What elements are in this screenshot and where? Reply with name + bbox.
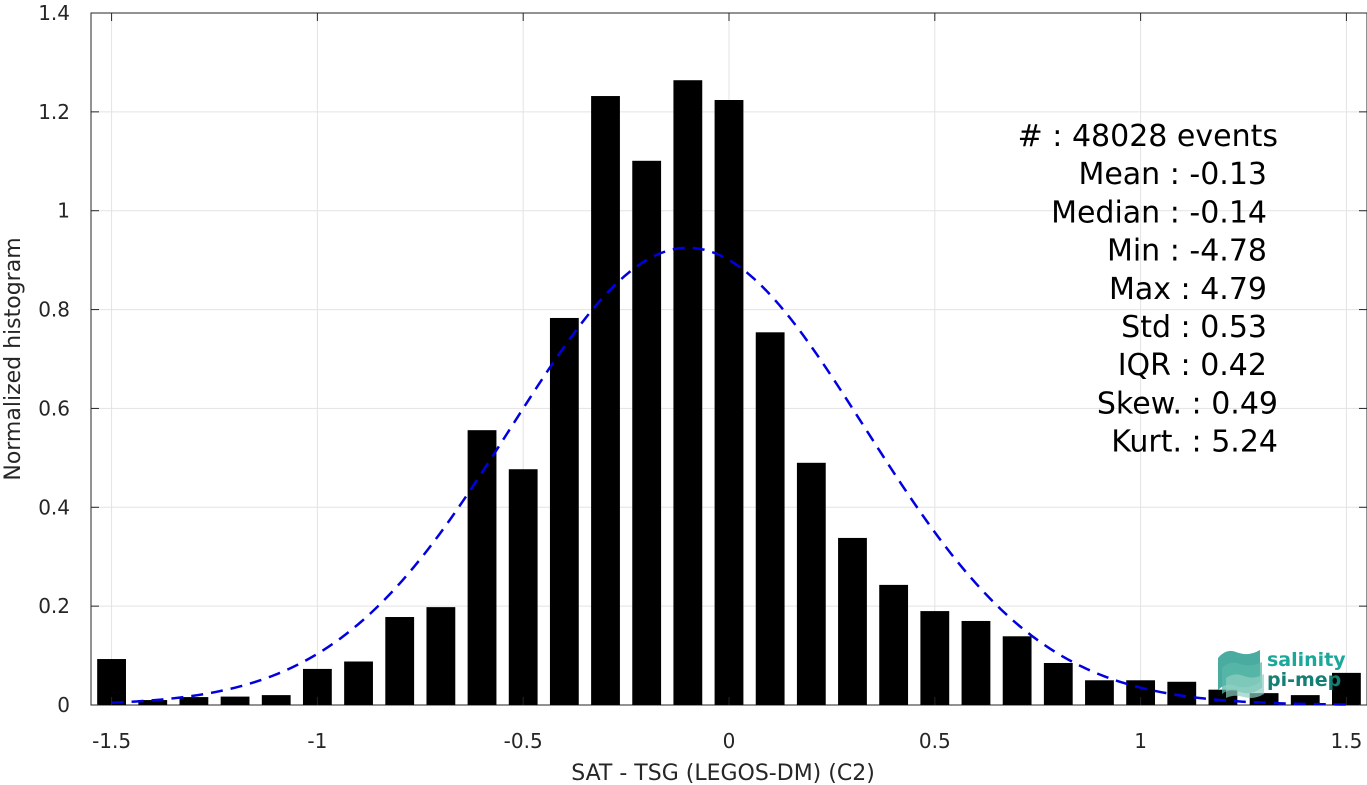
- histogram-bar: [508, 469, 538, 705]
- histogram-bar: [261, 695, 291, 705]
- stat-line: IQR : 0.42: [1118, 348, 1267, 383]
- x-tick-label: -0.5: [504, 729, 543, 753]
- stat-line: Max : 4.79: [1109, 272, 1267, 307]
- stat-line: Median : -0.14: [1051, 195, 1267, 230]
- histogram-bar: [755, 332, 785, 705]
- histogram-bar: [673, 80, 703, 706]
- x-tick-label: 0.5: [919, 729, 951, 753]
- histogram-bars: [97, 80, 1361, 706]
- y-tick-label: 0.2: [38, 594, 70, 618]
- histogram-bar: [426, 607, 456, 705]
- histogram-bar: [1043, 662, 1073, 705]
- histogram-bar: [838, 537, 867, 705]
- histogram-bar: [1002, 636, 1032, 705]
- logo-waves-icon: [1218, 650, 1264, 698]
- histogram-bar: [179, 697, 209, 705]
- histogram-bar: [632, 160, 662, 705]
- stat-line: Skew. : 0.49: [1097, 386, 1278, 421]
- histogram-bar: [714, 99, 744, 706]
- x-tick-label: -1: [307, 729, 327, 753]
- x-tick-label: 0: [723, 729, 736, 753]
- x-tick-label: 1.5: [1331, 729, 1363, 753]
- salinity-pimep-logo: salinity pi-mep: [1218, 649, 1346, 698]
- y-axis-ticks: 0 0.2 0.4 0.6 0.8 1 1.2 1.4: [38, 1, 1367, 717]
- y-tick-label: 0: [57, 693, 70, 717]
- stat-line: Std : 0.53: [1121, 310, 1267, 345]
- y-tick-label: 1: [57, 199, 70, 223]
- stat-line: Min : -4.78: [1107, 234, 1267, 269]
- histogram-bar: [549, 317, 579, 705]
- histogram-bar: [1249, 693, 1279, 705]
- histogram-bar: [1085, 680, 1114, 705]
- y-tick-label: 0.4: [38, 495, 70, 519]
- stat-line: Mean : -0.13: [1078, 157, 1267, 192]
- histogram-bar: [1167, 681, 1197, 705]
- histogram-bar: [591, 96, 620, 706]
- histogram-bar: [220, 696, 250, 705]
- histogram-bar: [138, 700, 168, 705]
- histogram-bar: [961, 620, 991, 705]
- logo-text-salinity: salinity: [1267, 649, 1346, 671]
- x-tick-label: -1.5: [92, 729, 131, 753]
- gaussian-fit-curve: [111, 246, 1347, 706]
- x-axis-label: SAT - TSG (LEGOS-DM) (C2): [571, 761, 875, 785]
- y-tick-label: 1.2: [38, 100, 70, 124]
- stat-line: Kurt. : 5.24: [1111, 425, 1278, 460]
- x-tick-label: 1: [1134, 729, 1147, 753]
- histogram-bar: [467, 430, 497, 705]
- histogram-bar: [385, 617, 415, 705]
- stat-line: # : 48028 events: [1018, 119, 1278, 154]
- logo-text-pimep: pi-mep: [1267, 669, 1341, 691]
- y-tick-label: 1.4: [38, 1, 70, 25]
- y-axis-label: Normalized histogram: [1, 237, 26, 480]
- histogram-bar: [1290, 695, 1320, 705]
- y-tick-label: 0.8: [38, 298, 70, 322]
- histogram-bar: [879, 584, 909, 705]
- histogram-bar: [344, 661, 373, 705]
- histogram-bar: [920, 611, 950, 705]
- x-axis-ticks: -1.5 -1 -0.5 0 0.5 1 1.5: [92, 13, 1362, 753]
- y-tick-label: 0.6: [38, 396, 70, 420]
- histogram-bar: [796, 462, 826, 705]
